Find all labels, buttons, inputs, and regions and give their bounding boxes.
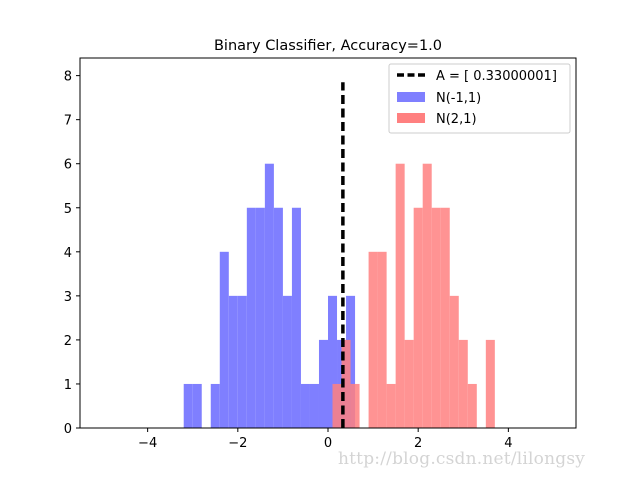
y-tick-label-2: 2 <box>64 334 72 349</box>
bar-series-1-12 <box>300 383 310 428</box>
y-tick-label-0: 0 <box>64 422 72 437</box>
y-tick-label-6: 6 <box>64 158 72 173</box>
bar-series-1-13 <box>309 383 319 428</box>
legend-label-threshold: A = [ 0.33000001] <box>436 69 557 84</box>
bar-series-2-7 <box>404 339 414 428</box>
bar-series-1-7 <box>255 207 265 428</box>
bar-series-1-11 <box>291 207 301 428</box>
histogram-series-2 <box>332 163 495 428</box>
bar-series-2-2 <box>350 383 360 428</box>
bar-series-1-10 <box>282 295 292 428</box>
x-tick-label-2: 0 <box>324 436 332 451</box>
histogram-series-1 <box>183 163 356 428</box>
bar-series-2-0 <box>332 383 342 428</box>
bar-series-1-9 <box>273 207 283 428</box>
bar-series-1-5 <box>237 295 247 428</box>
bar-series-2-5 <box>386 383 396 428</box>
x-tick-label-0: −4 <box>138 436 157 451</box>
bar-series-1-6 <box>246 207 256 428</box>
legend-label-series-1: N(-1,1) <box>436 91 481 106</box>
y-tick-label-4: 4 <box>64 246 72 261</box>
bar-series-1-4 <box>228 295 238 428</box>
bar-series-2-12 <box>449 295 459 428</box>
y-tick-label-8: 8 <box>64 70 72 85</box>
legend-label-series-2: N(2,1) <box>436 112 477 127</box>
bar-series-2-14 <box>467 383 477 428</box>
legend-swatch-series-2 <box>397 113 425 123</box>
bar-series-1-15 <box>328 295 338 428</box>
x-axis-ticks: −4 −2 0 2 4 <box>138 428 513 451</box>
bar-series-2-4 <box>377 251 387 428</box>
bar-series-2-8 <box>413 207 423 428</box>
y-tick-label-5: 5 <box>64 202 72 217</box>
bar-series-2-11 <box>440 207 450 428</box>
y-tick-label-1: 1 <box>64 378 72 393</box>
legend-swatch-series-1 <box>397 92 425 102</box>
bar-series-2-10 <box>431 207 441 428</box>
x-tick-label-4: 4 <box>504 436 512 451</box>
bar-series-1-2 <box>210 383 220 428</box>
bar-series-1-3 <box>219 251 229 428</box>
watermark-text: http://blog.csdn.net/lilongsy <box>338 449 586 469</box>
bar-series-2-3 <box>368 251 378 428</box>
bar-series-1-8 <box>264 163 274 428</box>
y-tick-label-3: 3 <box>64 290 72 305</box>
bar-series-1-1 <box>192 383 202 428</box>
x-tick-label-1: −2 <box>228 436 247 451</box>
y-axis-ticks: 0 1 2 3 4 5 6 7 8 <box>64 70 80 437</box>
legend-box <box>388 63 571 134</box>
x-tick-label-3: 2 <box>414 436 422 451</box>
bar-series-2-9 <box>422 163 432 428</box>
y-tick-label-7: 7 <box>64 114 72 129</box>
chart-title: Binary Classifier, Accuracy=1.0 <box>214 38 442 54</box>
bar-series-2-13 <box>458 339 468 428</box>
bar-series-2-1 <box>341 339 351 428</box>
legend: A = [ 0.33000001] N(-1,1) N(2,1) <box>388 63 571 134</box>
bar-series-2-15 <box>485 339 495 428</box>
bar-series-2-6 <box>395 163 405 428</box>
bar-series-1-14 <box>318 339 328 428</box>
bar-series-1-0 <box>183 383 193 428</box>
